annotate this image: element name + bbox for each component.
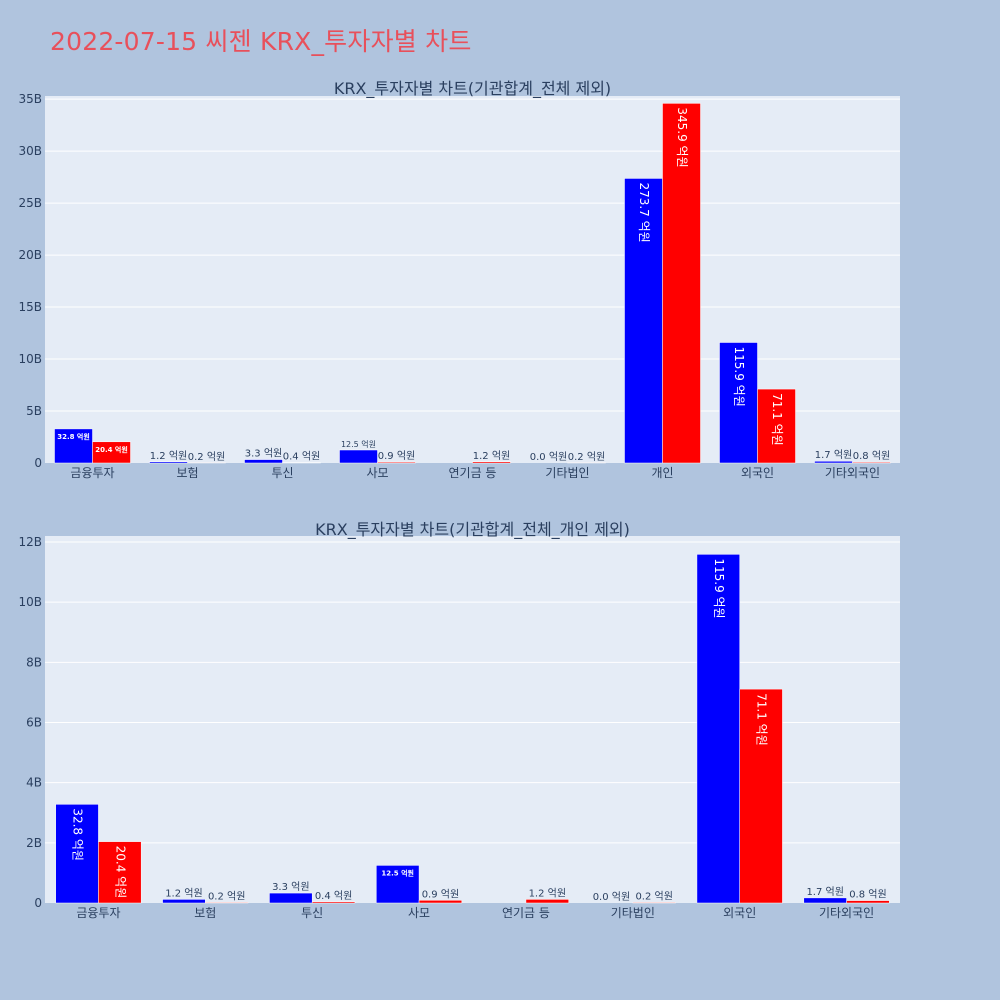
y-tick-label: 6B (26, 716, 42, 730)
bar-value-label: 71.1 억원 (770, 393, 784, 446)
bar-value-label: 1.7 억원 (806, 886, 843, 898)
bar-value-label: 12.5 억원 (341, 439, 376, 449)
y-tick-label: 35B (18, 92, 42, 106)
bar-value-label: 20.4 억원 (95, 445, 128, 454)
y-tick-label: 0 (34, 896, 42, 910)
bar-sell (632, 902, 676, 904)
bar-sell (205, 902, 249, 904)
bar-value-label: 0.8 억원 (853, 450, 890, 462)
x-tick-label: 사모 (366, 466, 388, 480)
bar-buy (54, 428, 93, 464)
bar-value-label: 1.7 억원 (815, 449, 852, 461)
bar-sell (92, 441, 131, 464)
bar-buy (696, 554, 740, 904)
bar-value-label: 1.2 억원 (529, 887, 566, 899)
y-tick-label: 4B (26, 776, 42, 790)
x-tick-label: 사모 (408, 906, 430, 920)
bar-value-label: 115.9 억원 (732, 347, 746, 407)
bar-value-label: 1.2 억원 (165, 887, 202, 899)
bar-buy (55, 804, 99, 904)
bar-buy (624, 178, 663, 464)
bar-value-label: 32.8 억원 (57, 432, 90, 441)
y-tick-label: 25B (18, 196, 42, 210)
bar-value-label: 0.4 억원 (283, 451, 320, 463)
x-tick-label: 투신 (271, 466, 293, 480)
chart-title-2: KRX_투자자별 차트(기관합계_전체_개인 제외) (315, 520, 630, 540)
bar-buy (149, 461, 188, 464)
bar-value-label: 1.2 억원 (473, 450, 510, 462)
bar-buy (269, 892, 313, 904)
bar-buy (244, 459, 283, 464)
bar-buy (376, 865, 420, 904)
bar-value-label: 71.1 억원 (755, 693, 769, 746)
bar-sell (846, 900, 890, 904)
bar-value-label: 0.9 억원 (378, 450, 415, 462)
x-tick-label: 기타외국인 (825, 466, 880, 480)
x-tick-label: 금융투자 (76, 906, 120, 920)
bar-sell (377, 461, 416, 464)
x-tick-label: 금융투자 (70, 466, 114, 480)
y-tick-label: 20B (18, 248, 42, 262)
x-tick-label: 기타법인 (545, 466, 589, 480)
bar-value-label: 0.4 억원 (315, 890, 352, 902)
bar-value-label: 345.9 억원 (675, 107, 689, 167)
x-tick-label: 연기금 등 (502, 906, 550, 920)
bar-value-label: 12.5 억원 (381, 868, 414, 877)
bar-value-label: 32.8 억원 (71, 808, 85, 861)
bar-sell (662, 103, 701, 464)
bar-value-label: 0.9 억원 (422, 888, 459, 900)
y-tick-label: 2B (26, 836, 42, 850)
bar-buy (719, 342, 758, 464)
chart-title-1: KRX_투자자별 차트(기관합계_전체 제외) (334, 79, 611, 99)
x-tick-label: 기타법인 (611, 906, 655, 920)
bar-sell (739, 688, 783, 904)
bar-sell (472, 461, 511, 464)
y-tick-label: 5B (26, 404, 42, 418)
bar-value-label: 0.8 억원 (849, 889, 886, 901)
bar-buy (162, 899, 206, 904)
x-tick-label: 투신 (301, 906, 323, 920)
bar-sell (418, 900, 463, 904)
bar-value-label: 20.4 억원 (113, 846, 127, 899)
x-tick-label: 보험 (176, 466, 198, 480)
bar-buy (339, 449, 378, 464)
y-tick-label: 12B (18, 535, 42, 549)
bar-value-label: 0.0 억원 (593, 891, 630, 903)
x-tick-label: 외국인 (723, 906, 756, 920)
bar-buy (814, 460, 853, 464)
bar-buy (803, 897, 847, 904)
y-tick-label: 30B (18, 144, 42, 158)
bar-value-label: 0.2 억원 (208, 890, 245, 902)
bar-sell (757, 388, 796, 464)
bar-value-label: 0.2 억원 (635, 890, 672, 902)
bar-value-label: 273.7 억원 (637, 182, 651, 242)
x-tick-label: 외국인 (741, 466, 774, 480)
y-tick-label: 15B (18, 300, 42, 314)
bar-value-label: 0.2 억원 (188, 451, 225, 463)
x-tick-label: 연기금 등 (449, 466, 497, 480)
bar-sell (98, 841, 142, 904)
x-tick-label: 보험 (194, 906, 216, 920)
bar-value-label: 1.2 억원 (150, 450, 187, 462)
bar-sell (311, 901, 356, 904)
bar-value-label: 115.9 억원 (712, 558, 726, 618)
bar-value-label: 0.0 억원 (530, 451, 567, 463)
y-tick-label: 10B (18, 595, 42, 609)
bar-sell (525, 899, 569, 904)
x-tick-label: 기타외국인 (819, 906, 874, 920)
y-tick-label: 8B (26, 655, 42, 669)
x-tick-label: 개인 (651, 466, 673, 480)
bar-sell (852, 461, 891, 464)
y-tick-label: 0 (34, 456, 42, 470)
bar-value-label: 3.3 억원 (272, 881, 309, 893)
bar-value-label: 0.2 억원 (568, 451, 605, 463)
y-tick-label: 10B (18, 352, 42, 366)
page-title: 2022-07-15 씨젠 KRX_투자자별 차트 (50, 27, 472, 56)
bar-value-label: 3.3 억원 (245, 448, 282, 460)
